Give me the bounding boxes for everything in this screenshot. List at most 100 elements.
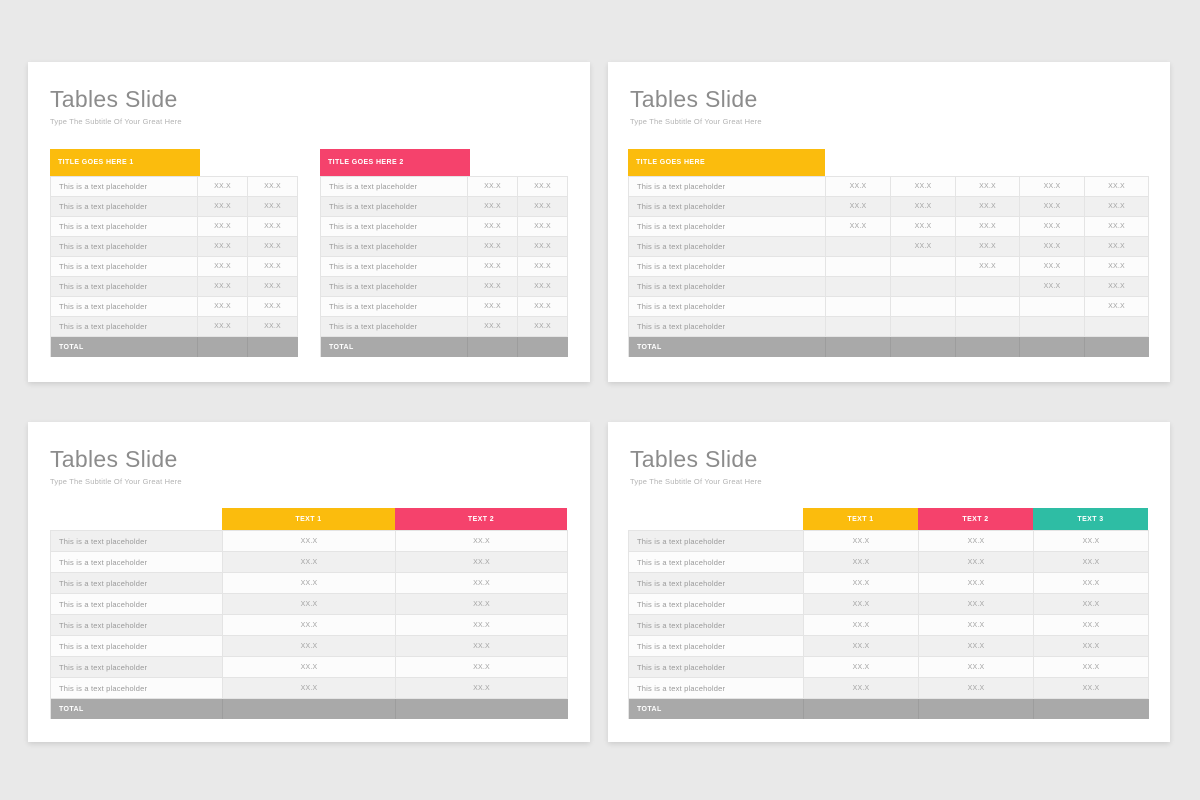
total-label: TOTAL — [51, 699, 223, 719]
row-label: This is a text placeholder — [51, 615, 223, 636]
table-row: This is a text placeholder XX.X XX.X — [321, 177, 568, 197]
table-row: This is a text placeholder XX.X XX.X — [51, 257, 298, 277]
row-label: This is a text placeholder — [51, 217, 198, 237]
total-row: TOTAL — [51, 337, 298, 357]
table-row: This is a text placeholder XX.X XX.X XX.X — [629, 615, 1149, 636]
table-row: This is a text placeholder XX.X XX.X XX.X — [629, 531, 1149, 552]
table-row: This is a text placeholder XX.X XX.X — [321, 277, 568, 297]
slide-thumbnail-4[interactable]: Tables Slide Type The Subtitle Of Your G… — [608, 422, 1170, 742]
tables-area: TEXT 1 TEXT 2 This is a text placeholder XX… — [28, 422, 590, 742]
value-cell: XX.X — [248, 217, 298, 237]
value-cell — [891, 317, 956, 337]
value-cell: XX.X — [1085, 297, 1149, 317]
total-value-cell — [468, 337, 518, 357]
slide-subtitle: Type The Subtitle Of Your Great Here — [50, 117, 182, 126]
table-row: This is a text placeholder XX.X XX.X — [321, 237, 568, 257]
row-label: This is a text placeholder — [629, 678, 804, 699]
data-table: TEXT 1 TEXT 2 TEXT 3 This is a text placeho… — [628, 508, 1149, 719]
value-cell — [826, 277, 891, 297]
column-header-spacer — [628, 508, 803, 530]
table-row: This is a text placeholder XX.X XX.X XX.X — [629, 678, 1149, 699]
slide-thumbnail-3[interactable]: Tables Slide Type The Subtitle Of Your G… — [28, 422, 590, 742]
value-cell: XX.X — [198, 317, 248, 337]
row-label: This is a text placeholder — [51, 573, 223, 594]
table-row: This is a text placeholder XX.X XX.X XX.X — [629, 657, 1149, 678]
total-label: TOTAL — [51, 337, 198, 357]
row-label: This is a text placeholder — [321, 277, 468, 297]
row-label: This is a text placeholder — [51, 257, 198, 277]
row-label: This is a text placeholder — [321, 237, 468, 257]
value-cell: XX.X — [1034, 636, 1149, 657]
value-cell: XX.X — [223, 615, 396, 636]
total-value-cell — [1085, 337, 1149, 357]
table-grid: This is a text placeholder XX.X XX.X This i… — [50, 530, 568, 719]
value-cell — [956, 317, 1020, 337]
row-label: This is a text placeholder — [321, 257, 468, 277]
value-cell: XX.X — [1020, 177, 1085, 197]
slide-title: Tables Slide — [630, 86, 758, 112]
row-label: This is a text placeholder — [321, 297, 468, 317]
row-label: This is a text placeholder — [629, 197, 826, 217]
value-cell: XX.X — [956, 177, 1020, 197]
table-row: This is a text placeholder XX.X XX.X — [321, 197, 568, 217]
total-value-cell — [248, 337, 298, 357]
value-cell: XX.X — [804, 552, 919, 573]
total-label: TOTAL — [321, 337, 468, 357]
row-label: This is a text placeholder — [629, 237, 826, 257]
table-row: This is a text placeholder XX.X XX.X — [321, 217, 568, 237]
row-label: This is a text placeholder — [629, 573, 804, 594]
row-label: This is a text placeholder — [629, 317, 826, 337]
total-value-cell — [518, 337, 568, 357]
value-cell: XX.X — [1085, 217, 1149, 237]
row-label: This is a text placeholder — [629, 177, 826, 197]
slide-thumbnail-2[interactable]: Tables Slide Type The Subtitle Of Your G… — [608, 62, 1170, 382]
value-cell: XX.X — [919, 636, 1034, 657]
table-row: This is a text placeholder XX.X XX.X XX.X XX… — [629, 177, 1149, 197]
value-cell: XX.X — [1034, 615, 1149, 636]
table-row: This is a text placeholder XX.X XX.X — [51, 678, 568, 699]
value-cell: XX.X — [198, 177, 248, 197]
slide-thumbnail-1[interactable]: Tables Slide Type The Subtitle Of Your G… — [28, 62, 590, 382]
row-label: This is a text placeholder — [51, 531, 223, 552]
value-cell: XX.X — [223, 678, 396, 699]
value-cell: XX.X — [891, 237, 956, 257]
table-row: This is a text placeholder XX.X XX.X — [321, 317, 568, 337]
value-cell: XX.X — [1085, 257, 1149, 277]
value-cell: XX.X — [223, 657, 396, 678]
table-row: This is a text placeholder XX.X XX.X — [51, 237, 298, 257]
total-value-cell — [198, 337, 248, 357]
row-label: This is a text placeholder — [51, 197, 198, 217]
value-cell: XX.X — [1085, 177, 1149, 197]
value-cell — [826, 257, 891, 277]
value-cell: XX.X — [468, 217, 518, 237]
value-cell: XX.X — [248, 297, 298, 317]
total-label: TOTAL — [629, 337, 826, 357]
row-label: This is a text placeholder — [629, 552, 804, 573]
total-value-cell — [1034, 699, 1149, 719]
value-cell: XX.X — [804, 594, 919, 615]
value-cell: XX.X — [223, 636, 396, 657]
value-cell: XX.X — [248, 177, 298, 197]
row-label: This is a text placeholder — [51, 277, 198, 297]
column-headers-row: TEXT 1 TEXT 2 — [50, 508, 568, 530]
table-row: This is a text placeholder XX.X XX.X — [51, 615, 568, 636]
tables-area: TITLE GOES HERE This is a text placeholde… — [608, 62, 1170, 382]
value-cell: XX.X — [223, 594, 396, 615]
table-row: This is a text placeholder XX.X XX.X XX.X — [629, 636, 1149, 657]
column-headers-row: TEXT 1 TEXT 2 TEXT 3 — [628, 508, 1149, 530]
row-label: This is a text placeholder — [51, 297, 198, 317]
total-value-cell — [396, 699, 568, 719]
value-cell: XX.X — [919, 678, 1034, 699]
value-cell: XX.X — [468, 297, 518, 317]
row-label: This is a text placeholder — [51, 177, 198, 197]
value-cell: XX.X — [956, 237, 1020, 257]
table-row: This is a text placeholder XX.X XX.X XX.X — [629, 257, 1149, 277]
table-grid: This is a text placeholder XX.X XX.X This i… — [320, 176, 568, 357]
table-row: This is a text placeholder XX.X XX.X — [51, 552, 568, 573]
value-cell — [956, 277, 1020, 297]
value-cell: XX.X — [891, 177, 956, 197]
table-row: This is a text placeholder XX.X XX.X XX.X — [629, 552, 1149, 573]
value-cell: XX.X — [891, 217, 956, 237]
table-row: This is a text placeholder XX.X XX.X — [51, 636, 568, 657]
value-cell: XX.X — [248, 277, 298, 297]
